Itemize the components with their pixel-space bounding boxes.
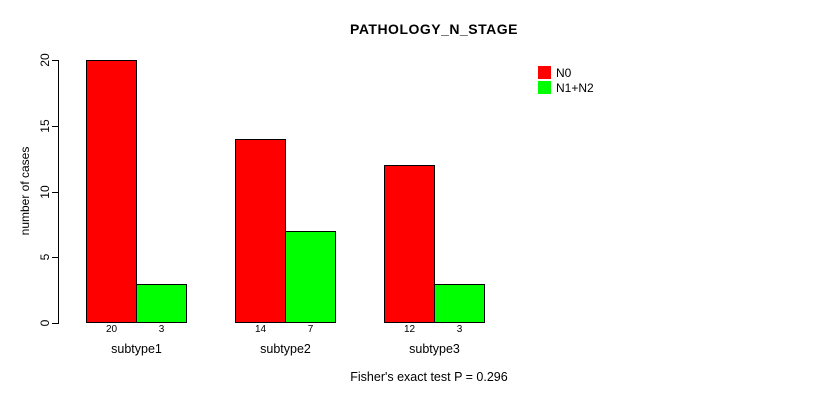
category-label-subtype2: subtype2 (260, 342, 311, 356)
bar-value-label: 12 (403, 324, 416, 335)
legend: N0 N1+N2 (538, 65, 594, 95)
legend-row-n0: N0 (538, 65, 594, 80)
category-label-subtype3: subtype3 (409, 342, 460, 356)
bar-n1-n2-subtype2 (285, 231, 336, 323)
y-axis-tick-label: 0 (38, 319, 52, 327)
bar-n1-n2-subtype1 (136, 284, 187, 323)
bar-value-label: 3 (158, 324, 165, 335)
bar-n0-subtype2 (235, 139, 286, 323)
bar-n0-subtype1 (86, 60, 137, 323)
bar-value-label: 7 (307, 324, 314, 335)
y-axis-tick-label: 5 (38, 253, 52, 261)
bar-value-label: 3 (456, 324, 463, 335)
y-axis-tick (52, 323, 58, 324)
chart-title: PATHOLOGY_N_STAGE (350, 21, 518, 37)
y-axis-tick-label: 10 (38, 185, 52, 199)
y-axis-tick (52, 126, 58, 127)
legend-label-n0: N0 (556, 65, 572, 80)
category-label-subtype1: subtype1 (111, 342, 162, 356)
legend-swatch-n1-n2 (538, 81, 551, 94)
bar-n1-n2-subtype3 (434, 284, 485, 323)
annotation-fisher-test: Fisher's exact test P = 0.296 (350, 370, 508, 384)
legend-label-n1-n2: N1+N2 (556, 80, 594, 95)
legend-swatch-n0 (538, 66, 551, 79)
y-axis-tick (52, 60, 58, 61)
legend-row-n1-n2: N1+N2 (538, 80, 594, 95)
y-axis-tick (52, 257, 58, 258)
y-axis-tick-label: 15 (38, 119, 52, 133)
bar-value-label: 14 (254, 324, 267, 335)
y-axis-tick-label: 20 (38, 53, 52, 67)
y-axis-tick (52, 192, 58, 193)
bar-value-label: 20 (105, 324, 118, 335)
bar-n0-subtype3 (384, 165, 435, 323)
y-axis-line (58, 60, 59, 324)
